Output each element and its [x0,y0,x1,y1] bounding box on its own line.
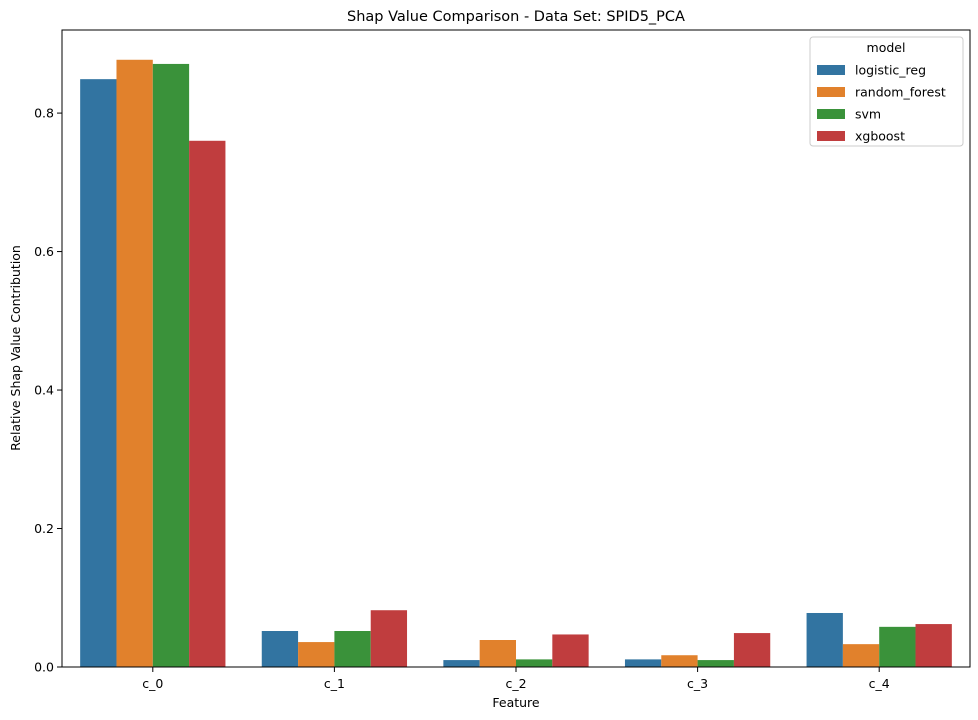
bar-random_forest-c_1 [298,642,335,667]
legend-title: model [867,40,906,55]
x-tick-label: c_2 [505,676,526,691]
y-tick-label: 0.4 [34,383,54,398]
x-axis: c_0 c_1 c_2 c_3 c_4 [142,667,890,691]
bar-random_forest-c_3 [661,655,698,667]
bar-svm-c_0 [152,63,190,668]
legend-swatch-random_forest [817,87,845,97]
bar-logistic_reg-c_2 [443,660,480,667]
x-tick-label: c_4 [869,676,890,691]
y-tick-label: 0.0 [34,660,54,675]
chart-title: Shap Value Comparison - Data Set: SPID5_… [347,9,685,25]
y-axis: 0.0 0.2 0.4 0.6 0.8 [34,106,62,675]
bars-group [80,59,952,668]
bar-random_forest-c_2 [479,640,516,667]
bar-xgboost-c_4 [915,624,952,667]
y-axis-label: Relative Shap Value Contribution [8,245,23,451]
x-axis-label: Feature [492,695,540,710]
bar-xgboost-c_1 [370,610,408,667]
bar-svm-c_1 [334,631,371,667]
legend-box [809,36,964,147]
legend-label-svm: svm [855,107,881,122]
legend-swatch-xgboost [817,131,845,141]
legend-swatch-svm [817,109,845,119]
legend-swatch-logistic_reg [817,65,845,75]
bar-random_forest-c_0 [116,59,153,667]
legend-label-xgboost: xgboost [855,129,905,144]
y-tick-label: 0.2 [34,521,54,536]
bar-xgboost-c_3 [733,633,771,667]
x-tick-label: c_3 [687,676,708,691]
y-tick-label: 0.8 [34,106,54,121]
bar-svm-c_4 [879,626,916,667]
bar-svm-c_3 [697,660,734,667]
bar-xgboost-c_0 [189,140,226,667]
bar-logistic_reg-c_4 [806,612,843,667]
bar-logistic_reg-c_0 [80,79,117,667]
bar-logistic_reg-c_1 [261,631,299,667]
bar-random_forest-c_4 [842,644,880,667]
bar-svm-c_2 [516,659,553,667]
x-tick-label: c_0 [142,676,163,691]
bar-logistic_reg-c_3 [624,659,662,667]
legend-label-logistic_reg: logistic_reg [855,63,926,78]
legend-label-random_forest: random_forest [855,85,946,100]
bar-xgboost-c_2 [552,634,589,667]
y-tick-label: 0.6 [34,244,54,259]
x-tick-label: c_1 [324,676,345,691]
